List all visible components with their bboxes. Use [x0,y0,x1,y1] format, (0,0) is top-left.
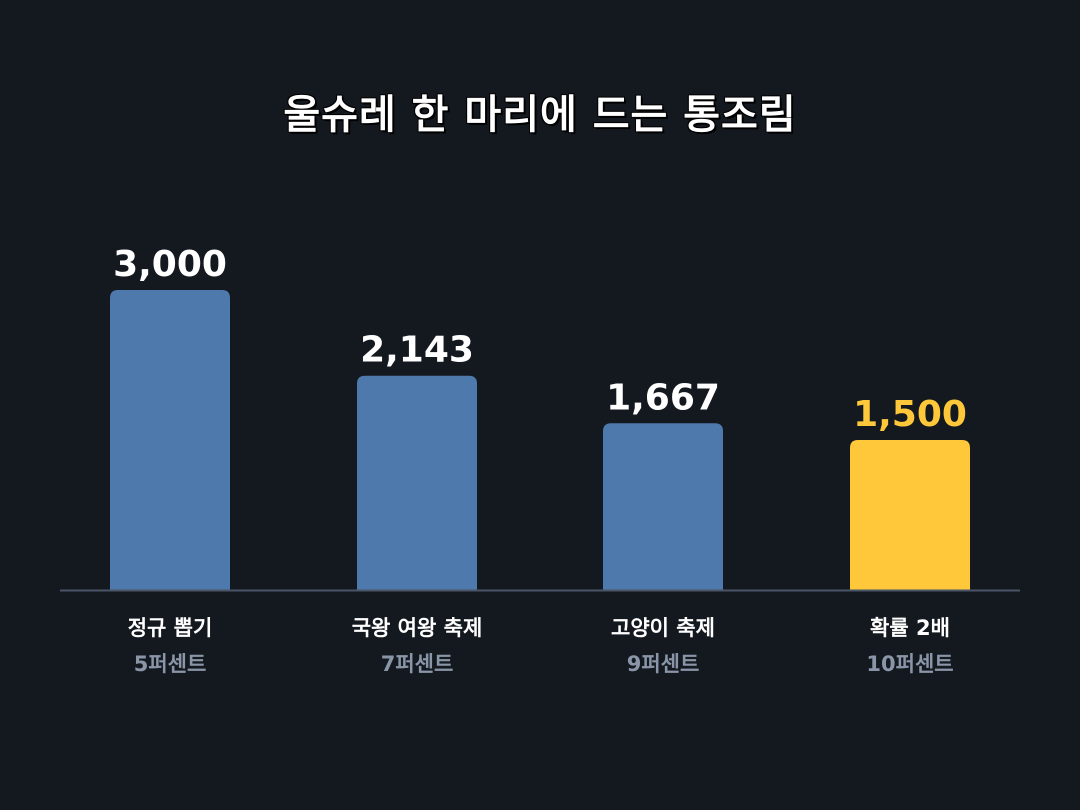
chart-title: 울슈레 한 마리에 드는 통조림 [283,92,797,138]
value-label: 2,143 [360,330,474,371]
value-label: 1,500 [853,394,967,435]
bar [110,290,230,590]
category-sublabel: 5퍼센트 [134,652,207,676]
category-label: 고양이 축제 [611,616,715,640]
value-label: 3,000 [113,244,227,285]
category-sublabel: 7퍼센트 [381,652,454,676]
bar [603,423,723,590]
value-label: 1,667 [606,377,720,418]
category-label: 확률 2배 [870,616,950,640]
bar [357,375,477,590]
bar [850,440,970,590]
category-sublabel: 10퍼센트 [866,652,953,676]
category-label: 정규 뽑기 [128,616,213,640]
category-sublabel: 9퍼센트 [627,652,700,676]
category-label: 국왕 여왕 축제 [352,616,483,640]
